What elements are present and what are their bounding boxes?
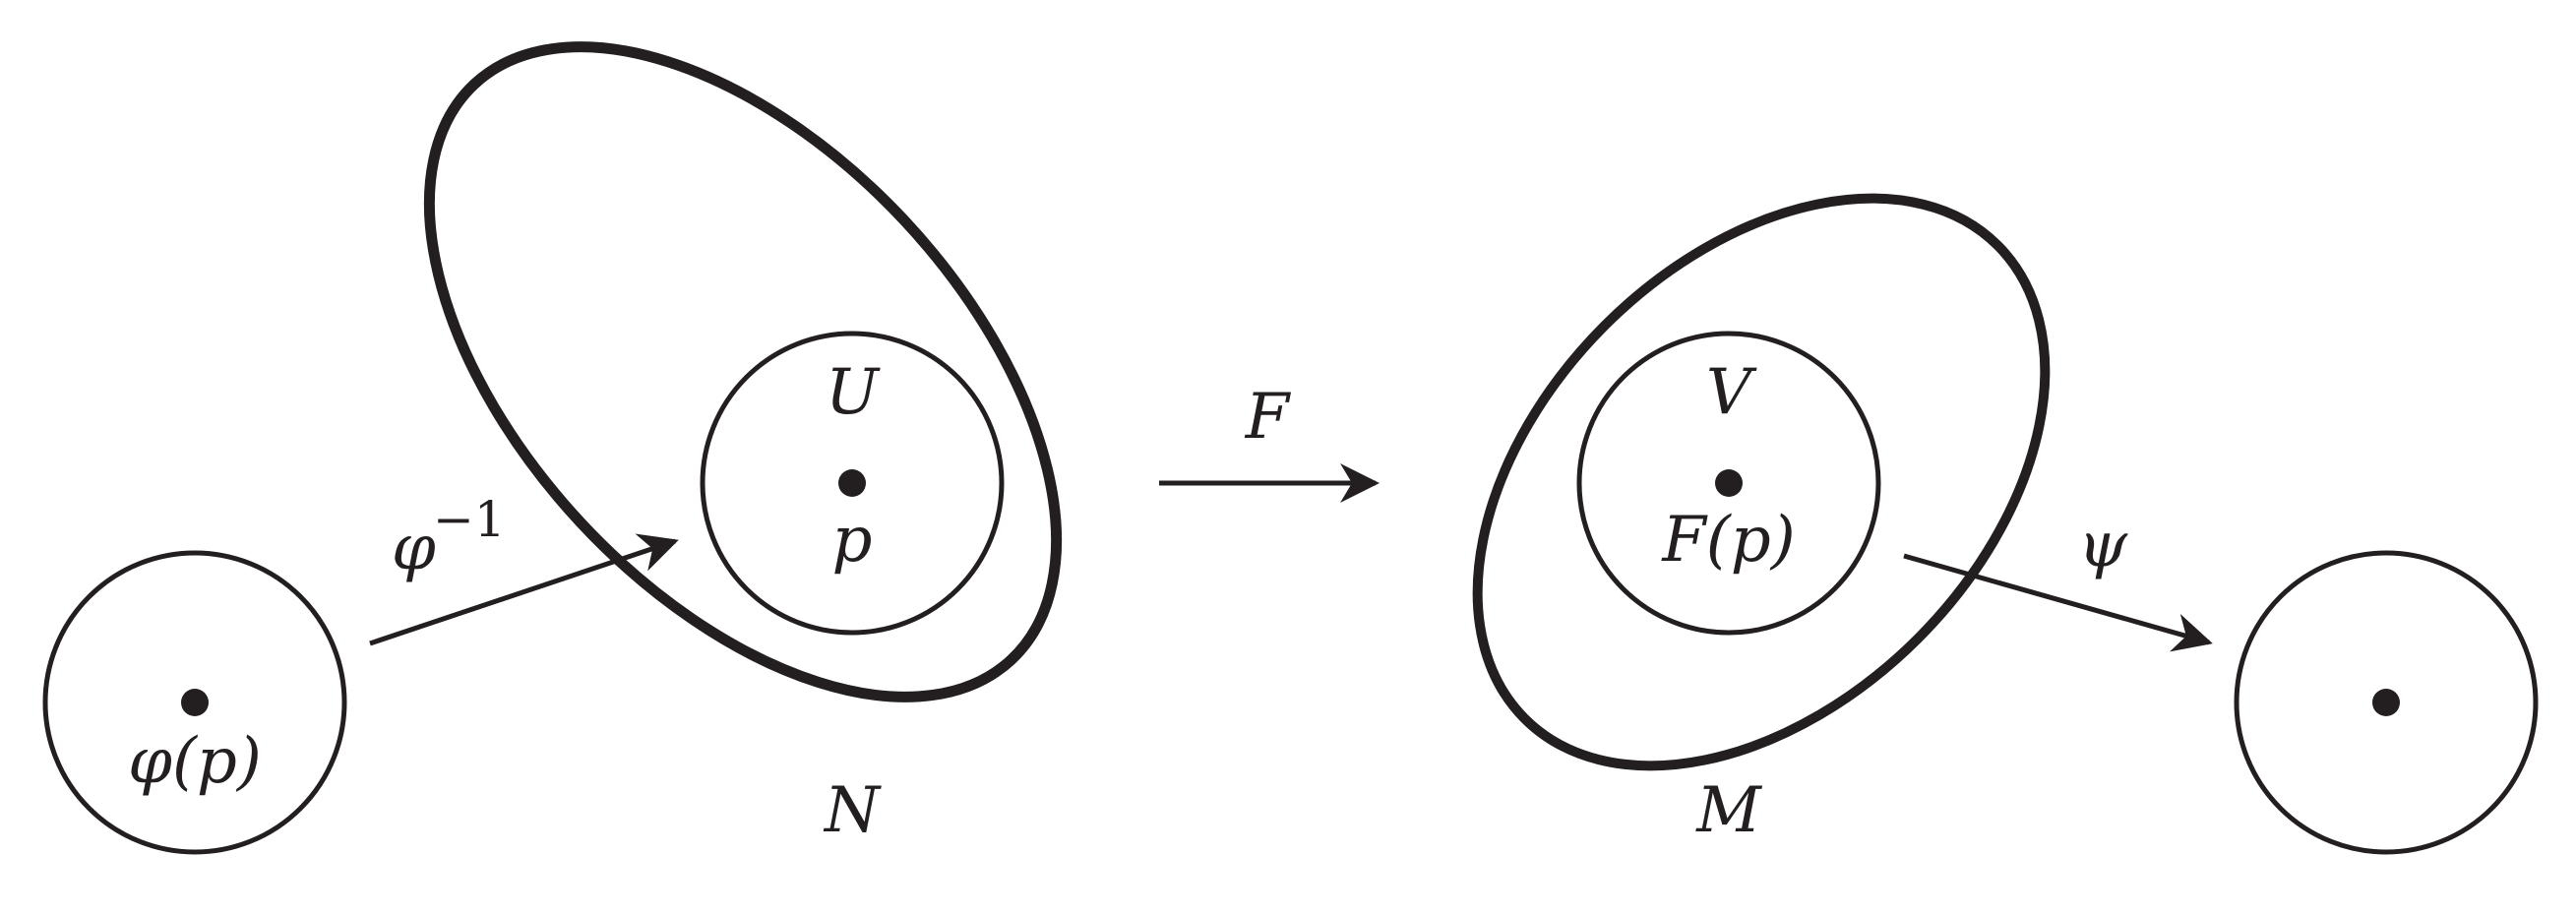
- point-phi-of-p-label: φ(p): [128, 725, 262, 798]
- phi-inverse-label: φ: [392, 512, 436, 584]
- f-map-label: F: [1245, 381, 1292, 454]
- point-p-label: p: [832, 504, 873, 577]
- open-set-u-label: U: [826, 356, 881, 429]
- open-set-v-label: V: [1706, 356, 1757, 429]
- left-chart-disk: [42, 550, 347, 855]
- psi-arrow: [1903, 553, 2213, 652]
- point-f-of-p-label: F(p): [1661, 504, 1795, 577]
- manifold-m-ellipse: [1472, 193, 2051, 771]
- open-set-v-circle: [1576, 331, 1881, 636]
- open-set-u-circle: [700, 331, 1005, 636]
- manifold-n-ellipse: [423, 41, 1063, 702]
- psi-of-f-of-p-dot: [2372, 689, 2400, 716]
- psi-label: ψ: [2078, 509, 2128, 581]
- manifold-n-label: N: [823, 774, 882, 847]
- point-p-dot: [838, 469, 866, 497]
- phi-of-p-dot: [181, 689, 209, 716]
- phi-inverse-exponent: −1: [433, 491, 506, 548]
- manifold-m-label: M: [1695, 774, 1762, 847]
- right-chart-disk: [2234, 550, 2539, 855]
- point-f-of-p-dot: [1715, 469, 1743, 497]
- phi-inverse-arrow: [369, 533, 679, 646]
